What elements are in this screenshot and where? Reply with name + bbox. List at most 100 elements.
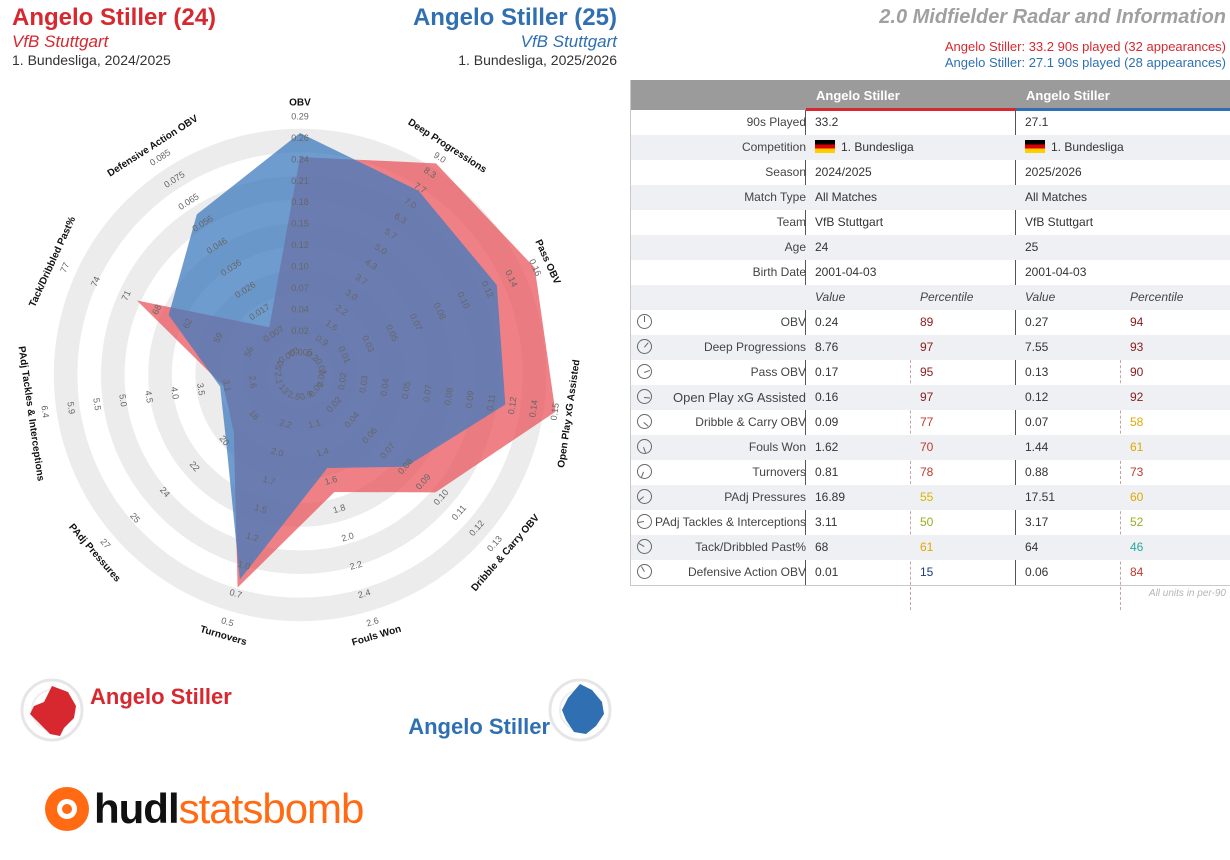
radar-axis-label: Turnovers [199, 624, 249, 648]
metric-value-right: 1.44 [1025, 440, 1049, 454]
metric-value-left: 0.24 [815, 315, 839, 329]
metric-value-left: 1.62 [815, 440, 839, 454]
radar-tick-label: 27 [98, 537, 112, 551]
metric-value-right: 3.17 [1025, 515, 1049, 529]
left-player-name: Angelo Stiller (24) [12, 4, 217, 31]
metric-percentile-left: 55 [920, 490, 934, 504]
metric-label: Tack/Dribbled Past% [695, 540, 806, 554]
metric-value-left: 8.76 [815, 340, 839, 354]
radar-axis-label: Fouls Won [351, 624, 403, 649]
table-row: Team VfB Stuttgart VfB Stuttgart [631, 210, 1230, 235]
table-row: Age 24 25 [631, 235, 1230, 260]
radar-tick-label: 5.0 [117, 394, 129, 408]
radar-tick-label: 25 [128, 511, 142, 525]
row-value-left: 1. Bundesliga [815, 135, 914, 160]
radar-tick-label: 9.0 [432, 150, 448, 165]
metric-value-left: 16.89 [815, 490, 846, 504]
metric-row: OBV 0.24 89 0.27 94 [631, 310, 1230, 335]
row-value-right-text: 27.1 [1025, 115, 1049, 129]
row-value-left-text: 2001-04-03 [815, 265, 877, 279]
table-row: Birth Date 2001-04-03 2001-04-03 [631, 260, 1230, 285]
metric-percentile-left: 89 [920, 315, 934, 329]
metric-value-right: 0.27 [1025, 315, 1049, 329]
metric-label: PAdj Tackles & Interceptions [655, 515, 806, 529]
metric-value-left: 0.01 [815, 565, 839, 579]
radar-tick-label: 2.6 [247, 375, 259, 389]
radar-tick-label: 6.4 [39, 405, 51, 419]
metric-row: Defensive Action OBV 0.01 15 0.06 84 [631, 560, 1230, 585]
metric-percentile-left: 78 [920, 465, 934, 479]
metric-gauge-icon [637, 364, 652, 379]
right-player-team: VfB Stuttgart [520, 32, 617, 51]
radar-tick-label: 0.01 [315, 369, 327, 388]
radar-tick-label: 2.0 [270, 446, 285, 459]
radar-tick-label: 0.04 [291, 304, 309, 314]
metric-value-left: 3.11 [815, 515, 838, 529]
row-label: Team [776, 215, 806, 229]
radar-tick-label: 0.7 [228, 587, 243, 600]
metric-percentile-right: 94 [1130, 315, 1144, 329]
legend-right-radar-icon [548, 678, 612, 742]
left-color-bar [806, 108, 1016, 111]
row-value-right: 27.1 [1025, 110, 1048, 135]
metric-row: Dribble & Carry OBV 0.09 77 0.07 58 [631, 410, 1230, 435]
logo-text: hudlstatsbomb [94, 785, 364, 833]
radar-tick-label: 18 [247, 408, 261, 422]
chart-title-block: 2.0 Midfielder Radar and Information Ang… [879, 6, 1226, 71]
metric-row: PAdj Tackles & Interceptions 3.11 50 3.17 52 [631, 510, 1230, 535]
right-player-header: Angelo Stiller (25) VfB Stuttgart 1. Bun… [413, 4, 617, 69]
row-label: Season [765, 165, 806, 179]
metric-value-left: 68 [815, 540, 829, 554]
row-value-right: 2001-04-03 [1025, 260, 1086, 285]
metric-percentile-right: 92 [1130, 390, 1144, 404]
metric-row: Turnovers 0.81 78 0.88 73 [631, 460, 1230, 485]
row-value-left-text: 24 [815, 240, 829, 254]
metric-percentile-left: 61 [920, 540, 934, 554]
radar-tick-label: 0.26 [291, 133, 309, 143]
metric-label: Turnovers [752, 465, 806, 479]
metric-value-right: 17.51 [1025, 490, 1056, 504]
metric-gauge-icon [637, 414, 652, 429]
table-subheader: Value Percentile Value Percentile [631, 285, 1230, 310]
radar-tick-label: 13 [277, 382, 291, 396]
radar-axis-label: Open Play xG Assisted [556, 359, 582, 469]
logo-text-hudl: hudl [94, 785, 180, 832]
metric-label: Deep Progressions [703, 340, 806, 354]
metric-row: PAdj Pressures 16.89 55 17.51 60 [631, 485, 1230, 510]
right-player-competition: 1. Bundesliga, 2025/2026 [458, 52, 617, 68]
row-value-right-text: 25 [1025, 240, 1039, 254]
table-header: Angelo Stiller Angelo Stiller [631, 80, 1230, 111]
metric-gauge-icon [637, 564, 652, 579]
metric-percentile-right: 60 [1130, 490, 1144, 504]
metric-label: Dribble & Carry OBV [695, 415, 806, 429]
row-value-right-text: All Matches [1025, 190, 1088, 204]
radar-tick-label: 1.1 [307, 417, 322, 430]
row-value-left-text: VfB Stuttgart [815, 215, 884, 229]
radar-tick-label: 0.21 [291, 176, 309, 186]
row-value-left: All Matches [815, 185, 877, 210]
dashed-divider-right [1120, 340, 1121, 610]
radar-tick-label: 0.18 [291, 197, 309, 207]
radar-tick-label: 22 [188, 459, 202, 473]
radar-tick-label: 0.07 [421, 384, 433, 403]
row-value-right: VfB Stuttgart [1025, 210, 1093, 235]
metric-row: Open Play xG Assisted 0.16 97 0.12 92 [631, 385, 1230, 410]
radar-tick-label: 77 [58, 261, 71, 274]
summary-right: Angelo Stiller: 27.1 90s played (28 appe… [944, 55, 1226, 70]
units-note: All units in per-90 [1148, 588, 1226, 599]
row-value-left-text: All Matches [815, 190, 878, 204]
row-value-left: 24 [815, 235, 828, 260]
metric-percentile-left: 50 [920, 515, 934, 529]
subheader-percentile: Percentile [920, 290, 974, 304]
row-label: Competition [741, 140, 806, 154]
radar-tick-label: 0.04 [379, 378, 391, 397]
metric-percentile-left: 15 [920, 565, 934, 579]
metric-value-left: 0.09 [815, 415, 839, 429]
table-row: Competition 1. Bundesliga 1. Bundesliga [631, 135, 1230, 160]
radar-tick-label: 24 [158, 485, 172, 499]
radar-tick-label: 0.11 [485, 393, 497, 411]
metric-value-right: 0.07 [1025, 415, 1049, 429]
dashed-divider-left [910, 340, 911, 610]
metric-gauge-icon [637, 464, 652, 479]
row-value-left: 33.2 [815, 110, 838, 135]
